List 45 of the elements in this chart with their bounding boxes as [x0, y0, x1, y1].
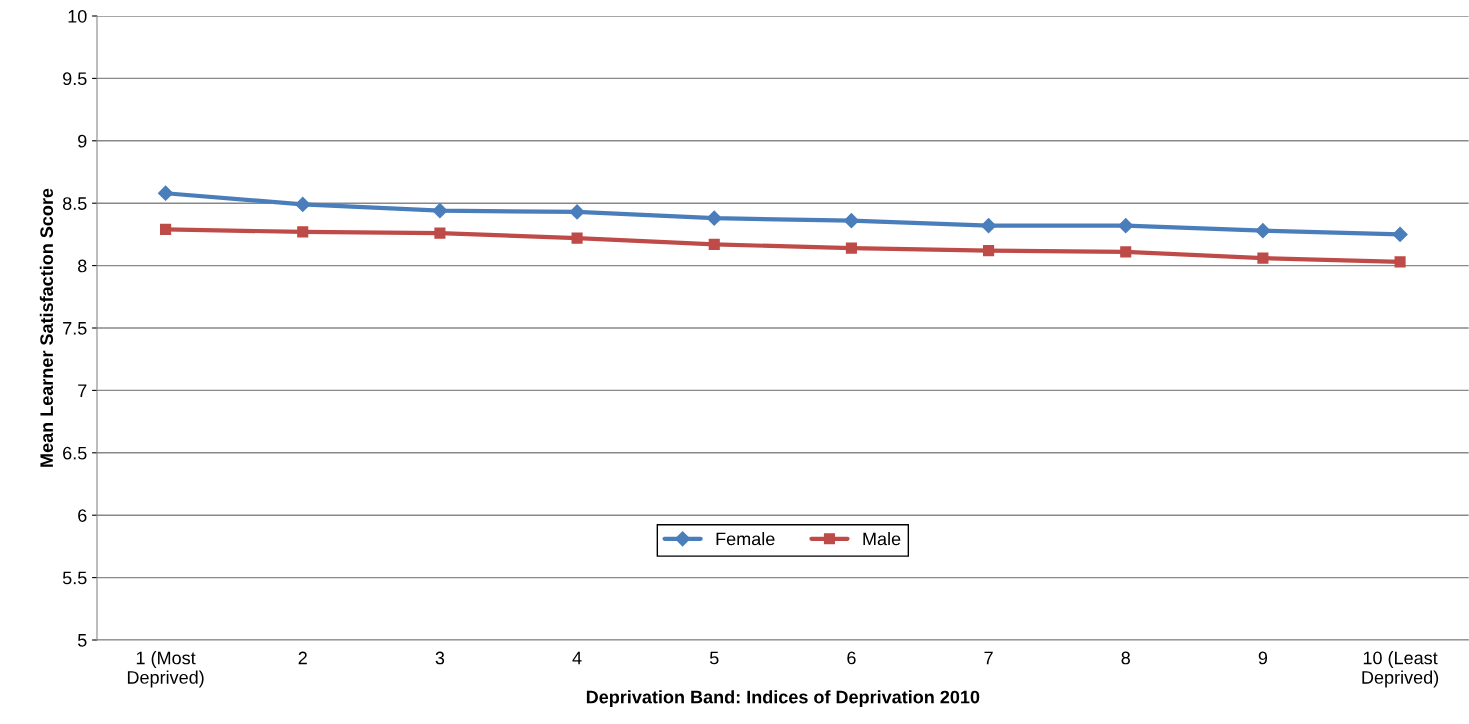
y-tick-label: 6.5 [63, 446, 87, 460]
x-axis-title: Deprivation Band: Indices of Deprivation 2010 [586, 690, 980, 707]
y-tick-label: 8 [78, 259, 87, 273]
point [295, 196, 311, 213]
legend-label: Female [716, 532, 775, 546]
point [981, 218, 997, 234]
x-tick-label: 8 [1121, 651, 1130, 665]
point [708, 238, 720, 250]
y-tick-label: 6 [78, 509, 87, 522]
y-tick-label: 5 [77, 634, 87, 647]
point [1392, 226, 1408, 242]
x-tick-label: 10 (Least Deprived) [1362, 651, 1439, 688]
point [160, 223, 172, 235]
x-tick-label: 9 [1258, 651, 1268, 665]
point [843, 213, 859, 229]
point [297, 226, 309, 238]
y-axis-title: Mean Learner Satisfaction Score [39, 188, 54, 467]
point [845, 242, 857, 254]
x-tick-label: 5 [709, 651, 719, 665]
point [1257, 252, 1269, 264]
point [983, 245, 995, 257]
point [1118, 218, 1134, 234]
point [1394, 256, 1406, 268]
x-tick-label: 6 [847, 651, 856, 665]
point [432, 203, 448, 219]
y-tick-label: 8.5 [62, 197, 87, 210]
point [1120, 246, 1132, 258]
y-tick-label: 9 [78, 134, 87, 148]
point [434, 227, 446, 239]
legend-label: Male [863, 532, 901, 546]
y-tick-label: 9.5 [63, 72, 87, 86]
point [158, 185, 174, 201]
y-tick-label: 5.5 [62, 571, 87, 585]
y-tick-label: 10 [68, 9, 87, 23]
x-tick-label: 7 [984, 651, 993, 665]
y-tick-label: 7 [78, 384, 87, 397]
point [706, 210, 722, 226]
x-tick-label: 2 [298, 651, 307, 665]
point [571, 232, 583, 244]
point [569, 204, 585, 220]
x-tick-label: 3 [435, 651, 445, 665]
y-tick-label: 7.5 [63, 322, 87, 335]
point [1255, 223, 1271, 239]
x-tick-label: 4 [572, 651, 582, 665]
x-tick-label: 1 (Most Deprived) [127, 651, 204, 688]
